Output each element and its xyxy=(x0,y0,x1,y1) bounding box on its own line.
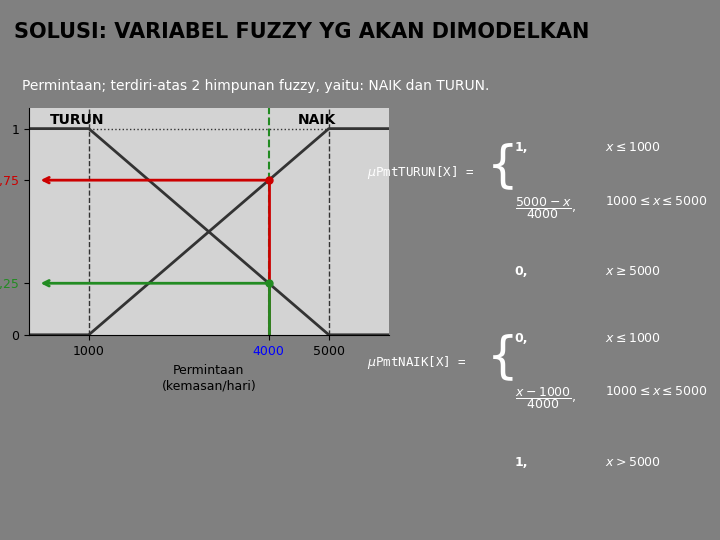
Text: $x \leq 1000$: $x \leq 1000$ xyxy=(605,332,661,345)
Text: $1000 \leq x \leq 5000$: $1000 \leq x \leq 5000$ xyxy=(605,194,708,207)
Text: 0,: 0, xyxy=(515,332,528,345)
Text: NAIK: NAIK xyxy=(297,113,336,127)
Text: 1,: 1, xyxy=(515,456,528,469)
Text: TURUN: TURUN xyxy=(50,113,104,127)
Text: $\mu$PmtNAIK[X] =: $\mu$PmtNAIK[X] = xyxy=(367,354,467,371)
Text: $x > 5000$: $x > 5000$ xyxy=(605,456,661,469)
Text: 0,: 0, xyxy=(515,266,528,279)
Text: Permintaan; terdiri-atas 2 himpunan fuzzy, yaitu: NAIK dan TURUN.: Permintaan; terdiri-atas 2 himpunan fuzz… xyxy=(22,79,489,93)
X-axis label: Permintaan
(kemasan/hari): Permintaan (kemasan/hari) xyxy=(161,364,256,393)
Text: $\{$: $\{$ xyxy=(486,141,513,192)
Text: $\dfrac{x - 1000}{4000}$,: $\dfrac{x - 1000}{4000}$, xyxy=(515,385,576,411)
Text: $x \geq 5000$: $x \geq 5000$ xyxy=(605,266,661,279)
Text: 1,: 1, xyxy=(515,141,528,154)
Text: SOLUSI: VARIABEL FUZZY YG AKAN DIMODELKAN: SOLUSI: VARIABEL FUZZY YG AKAN DIMODELKA… xyxy=(14,22,590,43)
Text: $1000 \leq x \leq 5000$: $1000 \leq x \leq 5000$ xyxy=(605,385,708,398)
Text: $\mu$PmtTURUN[X] =: $\mu$PmtTURUN[X] = xyxy=(367,164,474,180)
Text: $x \leq 1000$: $x \leq 1000$ xyxy=(605,141,661,154)
Text: $\dfrac{5000 - x}{4000}$,: $\dfrac{5000 - x}{4000}$, xyxy=(515,194,576,220)
Text: $\{$: $\{$ xyxy=(486,332,513,382)
